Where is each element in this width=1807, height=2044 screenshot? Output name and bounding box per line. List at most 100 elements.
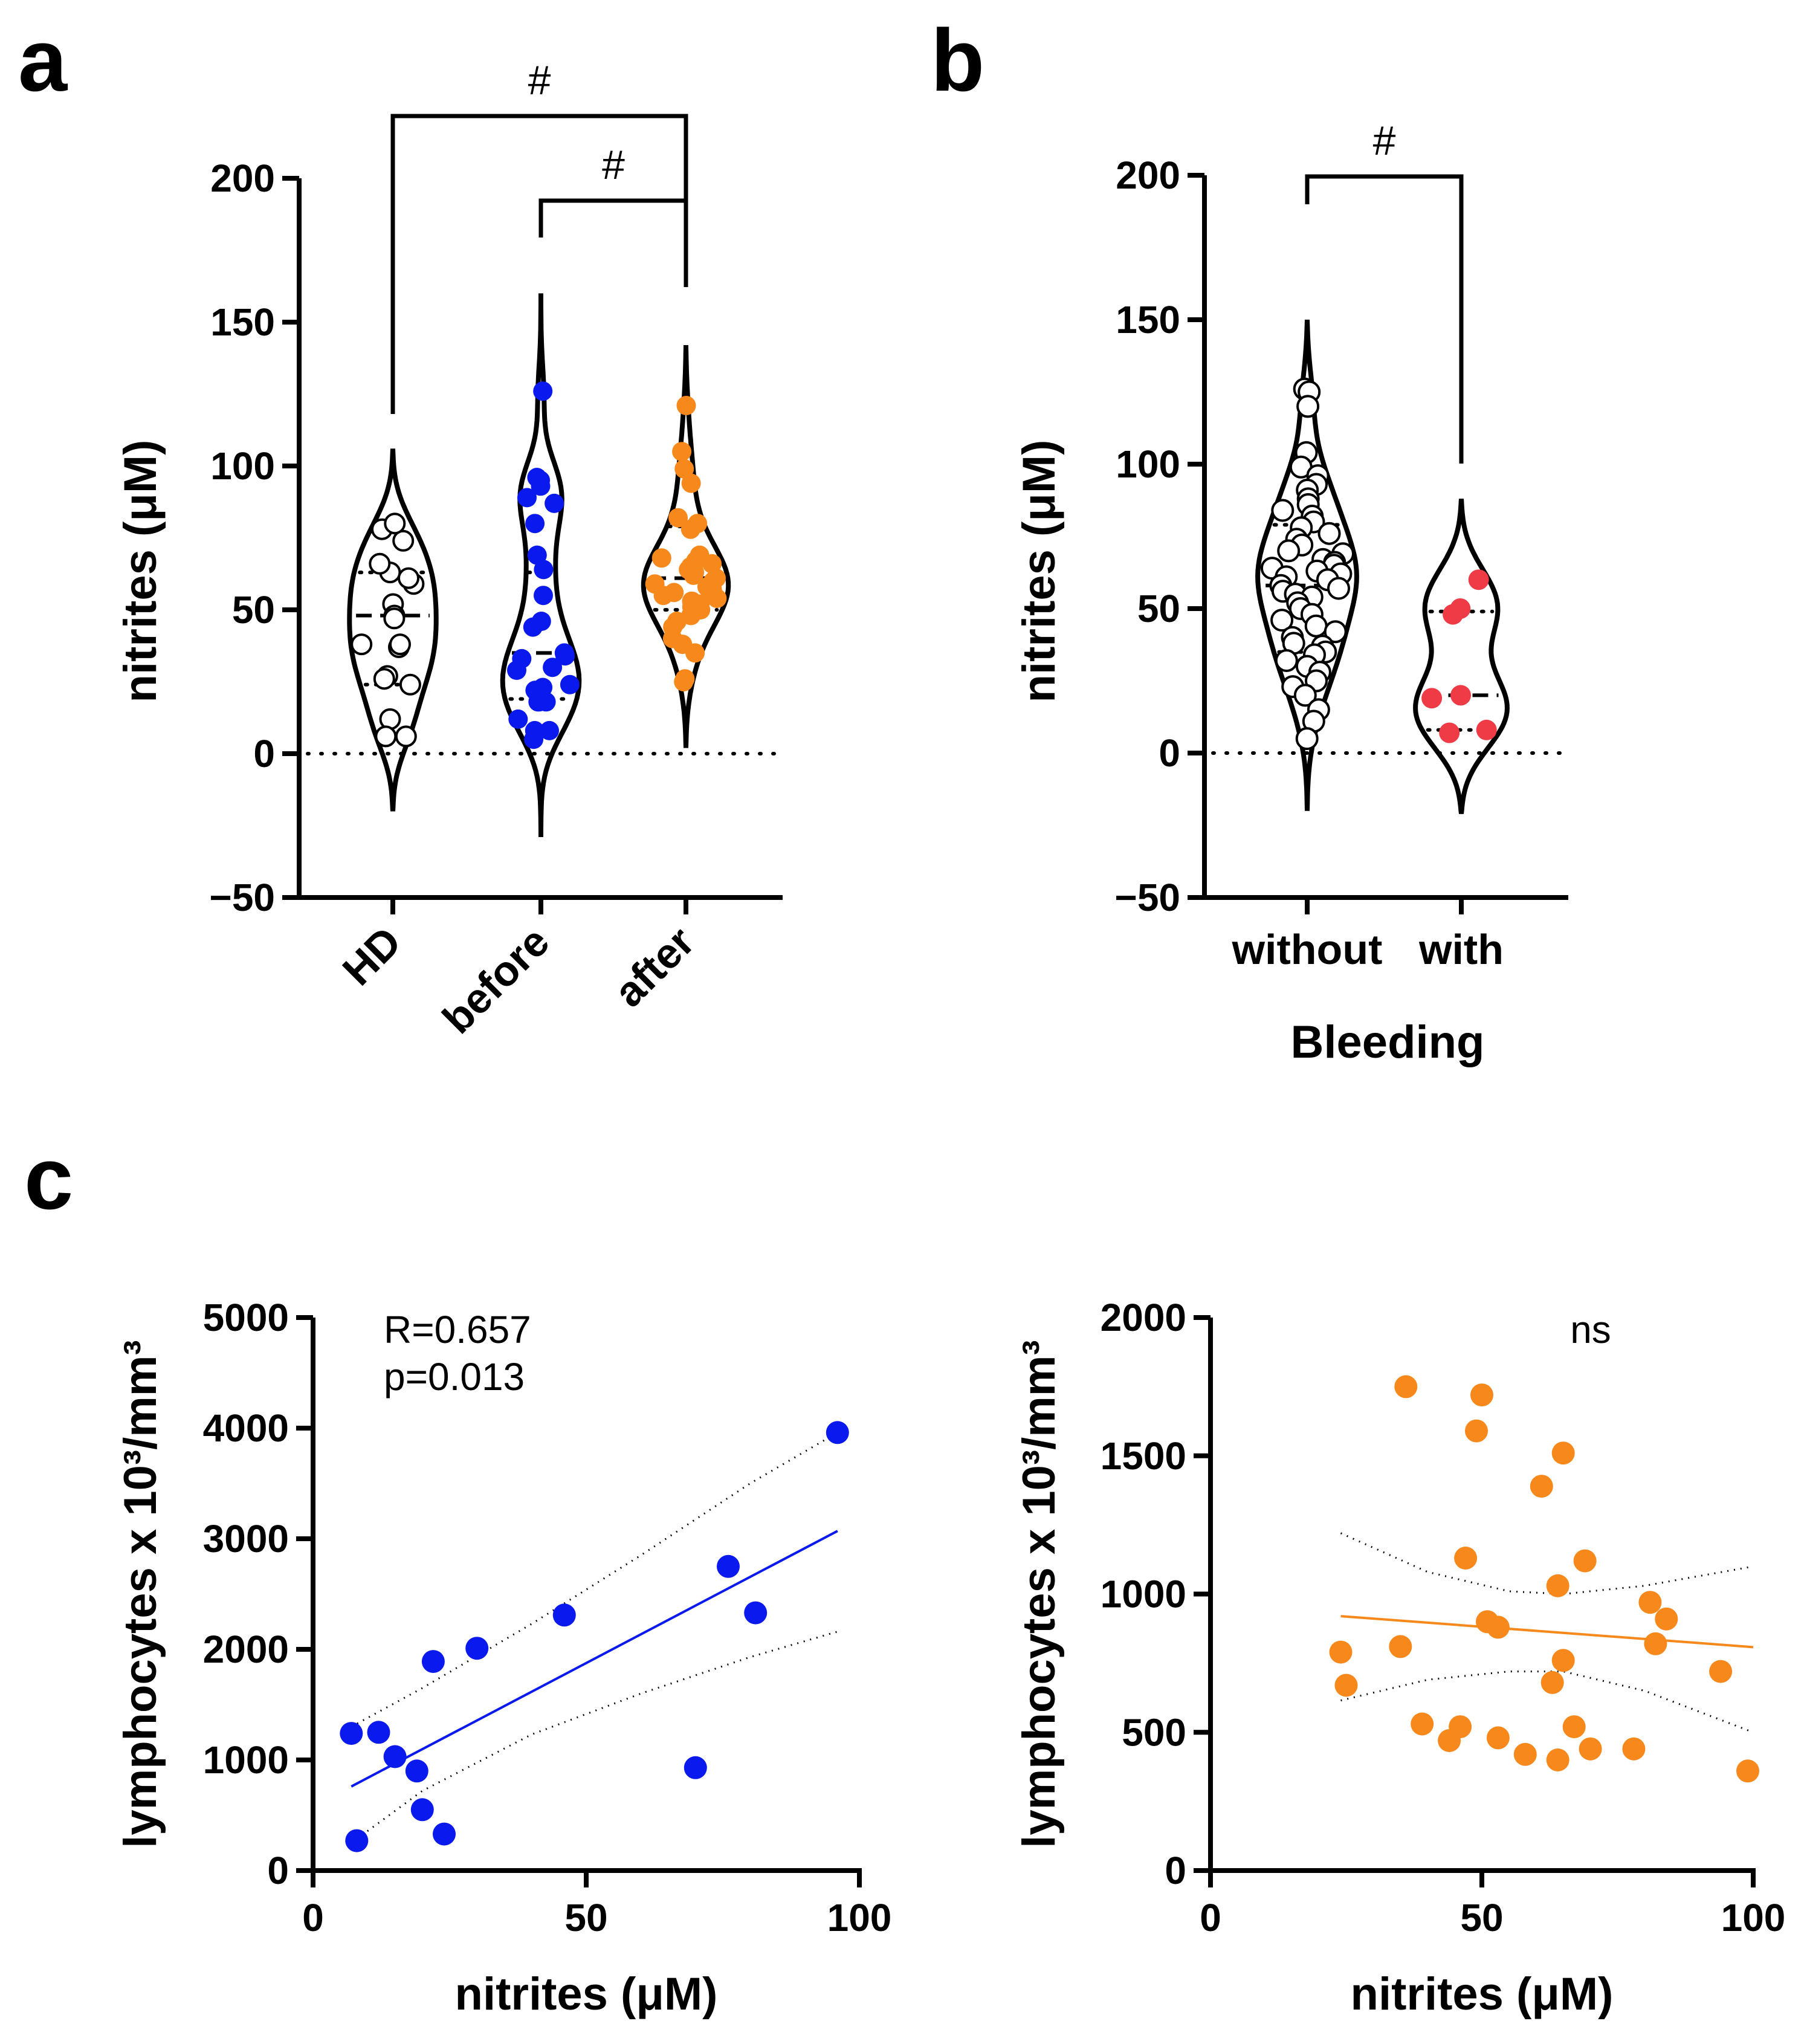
data-point	[684, 1756, 707, 1779]
data-point-HD	[373, 668, 395, 690]
data-point-HD	[399, 673, 421, 696]
data-point-without	[1295, 727, 1319, 751]
data-point-before	[533, 381, 553, 401]
y-tick-label: 150	[1116, 298, 1180, 341]
data-point	[465, 1637, 489, 1660]
data-point-after	[674, 672, 694, 691]
category-label-with: with	[1418, 926, 1504, 973]
data-point-HD	[398, 567, 419, 589]
data-point	[1551, 1649, 1575, 1672]
category-label-HD: HD	[334, 917, 410, 994]
panel-b-x-axis-label: Bleeding	[1291, 1017, 1485, 1068]
data-point-after	[676, 396, 696, 415]
data-point-after	[668, 508, 688, 528]
data-point	[1530, 1475, 1553, 1498]
y-tick-label: 150	[210, 300, 275, 344]
data-point	[1389, 1635, 1412, 1658]
data-point-before	[560, 674, 580, 694]
confidence-band-upper	[1340, 1532, 1754, 1596]
y-tick-label: 500	[1122, 1710, 1186, 1754]
significance-marker: #	[602, 142, 625, 188]
significance-marker: #	[528, 57, 551, 103]
data-point	[405, 1759, 428, 1783]
data-point-after	[685, 643, 705, 663]
data-point	[717, 1554, 740, 1578]
data-point-before	[527, 545, 547, 565]
data-point-without	[1324, 620, 1347, 644]
data-point-before	[534, 560, 554, 580]
data-point-HD	[383, 607, 406, 630]
data-point	[1573, 1549, 1597, 1573]
x-axis-label: nitrites (μM)	[455, 1968, 718, 2020]
category-label-after: after	[605, 917, 703, 1015]
data-point	[1486, 1726, 1510, 1750]
x-tick-label: 50	[564, 1896, 607, 1939]
data-point-HD	[392, 529, 415, 552]
data-point-without	[1327, 577, 1350, 600]
data-point	[1540, 1670, 1564, 1694]
data-point-with	[1450, 685, 1471, 706]
panel-a-y-axis-label: nitrites (μM)	[115, 440, 166, 703]
panel-label-b: b	[931, 11, 984, 109]
data-point-with	[1443, 604, 1464, 625]
category-label-before: before	[433, 917, 558, 1042]
y-tick-label: 0	[1159, 731, 1180, 775]
data-point-HD	[351, 633, 373, 656]
y-tick-label: 50	[232, 588, 275, 632]
category-label-without: without	[1232, 926, 1383, 973]
data-point	[345, 1829, 369, 1852]
y-tick-label: 200	[1116, 154, 1180, 197]
data-point	[1411, 1712, 1434, 1736]
x-tick-label: 100	[827, 1896, 892, 1939]
data-point	[1470, 1383, 1493, 1407]
data-point	[367, 1721, 390, 1744]
violin-HD	[347, 448, 439, 812]
y-tick-label: 2000	[203, 1628, 289, 1671]
data-point	[1486, 1615, 1510, 1639]
correlation-p: p=0.013	[384, 1355, 525, 1399]
panel-c-left-scatter: 0 1000 2000 3000 4000 5000 0 50 100 nitrites (μM)…	[115, 1296, 891, 2020]
data-point-without	[1270, 609, 1294, 632]
y-tick-label: 50	[1137, 587, 1180, 630]
violin-after	[641, 345, 731, 748]
data-point-before	[529, 692, 549, 712]
data-point-before	[555, 646, 575, 666]
data-point	[1454, 1547, 1478, 1570]
data-point	[1551, 1441, 1575, 1465]
x-axis-label: nitrites (μM)	[1351, 1968, 1614, 2020]
data-point	[1334, 1674, 1358, 1697]
panel-c-right-scatter: 0 500 1000 1500 2000 0 50 100 nitrites (μM) lymph…	[1013, 1296, 1785, 2020]
data-point-without	[1317, 522, 1341, 545]
regression-line	[1340, 1615, 1754, 1649]
data-point	[433, 1822, 456, 1846]
x-tick-label: 100	[1721, 1896, 1786, 1939]
data-point-without	[1275, 649, 1298, 672]
data-point	[1709, 1660, 1733, 1683]
data-point-before	[517, 488, 537, 508]
data-point	[1465, 1419, 1488, 1443]
y-tick-label: 5000	[203, 1296, 289, 1339]
data-point-without	[1296, 395, 1320, 418]
y-tick-label: 4000	[203, 1406, 289, 1450]
data-point	[1622, 1737, 1646, 1761]
y-tick-label: 200	[210, 157, 275, 200]
data-point	[1329, 1640, 1353, 1664]
x-tick-label: 0	[302, 1896, 324, 1939]
x-tick-label: 50	[1460, 1896, 1503, 1939]
y-tick-label: 0	[253, 732, 275, 775]
data-point-after	[672, 442, 692, 462]
data-point-HD	[375, 725, 397, 748]
data-point	[1638, 1591, 1662, 1614]
data-point	[1546, 1574, 1569, 1597]
data-point	[383, 1745, 407, 1768]
y-tick-label: 1000	[1101, 1573, 1186, 1616]
data-point	[1562, 1715, 1586, 1739]
violin-before	[500, 293, 582, 837]
y-tick-label: 3000	[203, 1517, 289, 1560]
y-axis-label: lymphocytes x 10³/mm³	[1013, 1340, 1065, 1848]
data-point-with	[1476, 719, 1497, 740]
data-point-without	[1271, 499, 1295, 522]
y-tick-label: 100	[210, 444, 275, 488]
y-tick-label: −50	[1114, 876, 1180, 919]
